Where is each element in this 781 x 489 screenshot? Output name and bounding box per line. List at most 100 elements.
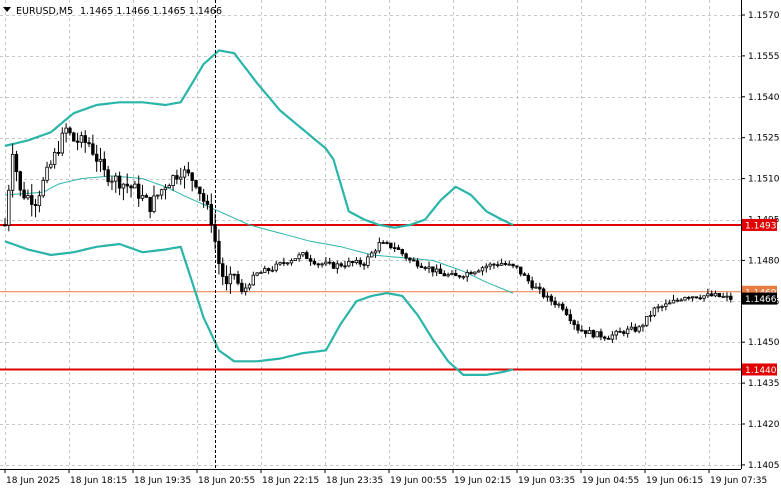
- candle-body: [469, 272, 473, 275]
- candle-body: [431, 266, 435, 273]
- candle-body: [274, 263, 278, 271]
- candle-body: [186, 169, 191, 174]
- candle-body: [488, 263, 492, 267]
- candle-body: [324, 261, 328, 265]
- candle-body: [224, 276, 229, 285]
- candle-body: [278, 262, 282, 265]
- candle-body: [91, 143, 95, 155]
- candle-body: [175, 175, 179, 180]
- candle-body: [438, 268, 443, 275]
- candle-body: [557, 303, 561, 306]
- candle-body: [49, 163, 53, 168]
- candle-body: [79, 135, 84, 143]
- candle-body: [690, 296, 695, 299]
- candle-body: [289, 260, 294, 264]
- candle-body: [480, 267, 485, 272]
- candle-body: [373, 250, 378, 254]
- candle-body: [194, 180, 198, 188]
- candle-body: [293, 258, 298, 261]
- candle-body: [648, 314, 653, 317]
- chart-header: EURUSD,M5 1.1465 1.1466 1.1465 1.1466: [3, 6, 222, 17]
- candle-body: [30, 195, 34, 205]
- candle-body: [56, 151, 61, 154]
- candle-body: [637, 326, 641, 332]
- symbol-label: EURUSD,M5: [16, 6, 73, 17]
- candle-body: [171, 175, 175, 187]
- candle-body: [645, 315, 649, 326]
- dropdown-triangle-icon[interactable]: [3, 7, 11, 12]
- candle-body: [163, 187, 168, 191]
- candle-body: [442, 273, 446, 277]
- candle-body: [473, 271, 477, 275]
- x-tick-label: 18 Jun 23:35: [326, 476, 383, 486]
- candle-body: [179, 176, 183, 180]
- candle-body: [446, 274, 450, 277]
- y-tick-label: 1.1450: [748, 338, 780, 348]
- candle-body: [664, 303, 668, 307]
- candle-body: [106, 169, 110, 183]
- candle-body: [148, 196, 152, 212]
- candle-body: [641, 324, 645, 328]
- grid-lines: [0, 0, 741, 469]
- candle-body: [75, 140, 80, 143]
- candle-body: [622, 331, 626, 334]
- candle-body: [629, 326, 634, 330]
- candle-body: [285, 262, 290, 265]
- candle-body: [530, 280, 534, 289]
- candle-body: [614, 330, 618, 336]
- candle-body: [121, 183, 126, 189]
- candle-body: [10, 153, 15, 191]
- x-tick-label: 18 Jun 22:15: [262, 476, 319, 486]
- candle-body: [37, 195, 42, 206]
- candle-body: [434, 268, 439, 273]
- candle-body: [190, 172, 194, 181]
- candle-body: [496, 264, 500, 267]
- candle-body: [568, 314, 573, 322]
- candle-body: [205, 200, 210, 205]
- candle-body: [698, 297, 702, 300]
- candle-body: [125, 183, 129, 187]
- candle-body: [152, 195, 156, 212]
- candle-body: [660, 305, 664, 308]
- bollinger-bands: [4, 49, 514, 376]
- x-tick-label: 19 Jun 00:55: [390, 476, 447, 486]
- candlesticks: [3, 123, 733, 343]
- candle-body: [362, 263, 366, 266]
- candle-body: [392, 247, 397, 250]
- x-tick-label: 18 Jun 19:35: [134, 476, 191, 486]
- candle-body: [282, 262, 286, 264]
- candle-body: [519, 266, 523, 275]
- x-tick-label: 18 Jun 20:55: [198, 476, 255, 486]
- candle-body: [606, 337, 611, 340]
- candle-body: [18, 171, 22, 191]
- candle-body: [52, 151, 57, 165]
- y-tick-label: 1.1405: [748, 461, 780, 471]
- candle-body: [263, 268, 267, 273]
- candle-body: [339, 263, 343, 267]
- candle-body: [83, 135, 87, 143]
- candle-body: [583, 330, 588, 334]
- candle-body: [400, 249, 404, 255]
- candle-body: [335, 263, 340, 269]
- candle-body: [259, 272, 263, 274]
- candle-body: [381, 242, 385, 244]
- candle-body: [404, 253, 408, 259]
- current-price-label: 1.1466: [745, 295, 777, 305]
- candle-body: [159, 189, 164, 196]
- candle-body: [702, 295, 706, 299]
- candle-body: [599, 331, 603, 338]
- candle-body: [305, 252, 309, 260]
- y-tick-label: 1.1480: [748, 256, 780, 266]
- candle-body: [117, 175, 122, 189]
- candle-body: [454, 272, 458, 277]
- candle-body: [221, 263, 225, 277]
- candle-body: [717, 292, 722, 298]
- candle-body: [564, 308, 569, 316]
- candle-body: [331, 262, 336, 269]
- candle-body: [423, 267, 427, 269]
- candle-body: [419, 265, 424, 268]
- candle-body: [671, 299, 676, 304]
- candle-body: [140, 195, 145, 199]
